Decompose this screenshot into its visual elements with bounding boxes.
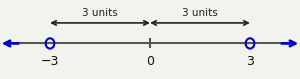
Text: 3 units: 3 units [82, 8, 118, 18]
Text: 0: 0 [146, 55, 154, 68]
Text: 3: 3 [246, 55, 254, 68]
Text: −3: −3 [41, 55, 59, 68]
Text: 3 units: 3 units [182, 8, 218, 18]
